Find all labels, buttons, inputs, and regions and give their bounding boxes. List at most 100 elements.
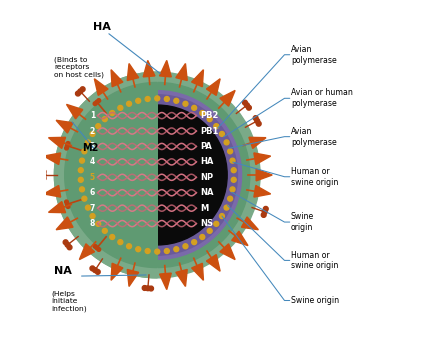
Polygon shape [160, 273, 171, 289]
Circle shape [118, 105, 123, 110]
Circle shape [246, 105, 251, 110]
Circle shape [255, 119, 260, 123]
Text: 3: 3 [90, 142, 95, 151]
Circle shape [174, 247, 179, 252]
Circle shape [227, 196, 233, 201]
Text: HA: HA [93, 22, 110, 32]
Polygon shape [79, 244, 95, 260]
Polygon shape [256, 169, 272, 181]
Polygon shape [55, 72, 157, 278]
Polygon shape [127, 64, 139, 80]
Circle shape [41, 173, 46, 177]
Text: NS: NS [201, 219, 213, 228]
Polygon shape [56, 217, 73, 230]
Circle shape [65, 243, 70, 247]
Circle shape [224, 140, 229, 145]
Circle shape [66, 141, 70, 145]
Circle shape [207, 229, 212, 233]
Circle shape [136, 98, 141, 103]
Text: PB1: PB1 [201, 127, 219, 135]
Text: PB2: PB2 [201, 111, 219, 120]
Circle shape [41, 169, 46, 174]
Polygon shape [220, 90, 235, 106]
Circle shape [76, 91, 81, 96]
Circle shape [220, 132, 224, 136]
Polygon shape [66, 104, 83, 119]
Text: 2: 2 [90, 127, 95, 135]
Circle shape [110, 234, 115, 239]
Circle shape [73, 91, 242, 259]
Circle shape [192, 240, 197, 245]
Circle shape [242, 100, 247, 105]
Polygon shape [160, 61, 171, 77]
Circle shape [85, 205, 90, 210]
Circle shape [127, 101, 132, 106]
Circle shape [174, 98, 179, 103]
Circle shape [95, 100, 99, 104]
Polygon shape [254, 186, 271, 197]
Polygon shape [206, 254, 220, 271]
Circle shape [67, 245, 72, 250]
Circle shape [142, 286, 147, 290]
Polygon shape [94, 79, 108, 96]
Text: M: M [201, 204, 209, 213]
Circle shape [183, 244, 188, 249]
Circle shape [224, 205, 229, 210]
Circle shape [90, 266, 95, 271]
Circle shape [82, 196, 87, 201]
Circle shape [165, 248, 169, 253]
Circle shape [95, 246, 99, 250]
Polygon shape [111, 70, 123, 87]
Circle shape [257, 121, 261, 126]
Text: 8: 8 [90, 219, 95, 228]
Circle shape [262, 210, 267, 214]
Text: NA: NA [201, 188, 214, 197]
Circle shape [63, 240, 68, 245]
Text: Swine
origin: Swine origin [291, 212, 314, 232]
Circle shape [231, 168, 236, 173]
Circle shape [264, 206, 268, 211]
Polygon shape [176, 64, 187, 80]
Circle shape [65, 83, 250, 267]
Circle shape [55, 72, 260, 278]
Circle shape [96, 221, 101, 226]
Text: PA: PA [201, 142, 213, 151]
Circle shape [80, 187, 84, 192]
Text: 1: 1 [90, 111, 95, 120]
Polygon shape [191, 263, 203, 280]
Circle shape [97, 99, 101, 103]
Circle shape [78, 89, 83, 94]
Circle shape [80, 87, 85, 92]
Circle shape [165, 97, 169, 102]
Circle shape [93, 245, 97, 248]
Polygon shape [143, 61, 155, 77]
Polygon shape [127, 270, 139, 286]
Polygon shape [242, 217, 258, 230]
Circle shape [149, 286, 154, 291]
Circle shape [82, 149, 87, 154]
Circle shape [65, 200, 68, 204]
Circle shape [78, 168, 83, 173]
Text: 4: 4 [90, 158, 95, 166]
Circle shape [230, 158, 235, 163]
Circle shape [103, 117, 107, 121]
Polygon shape [56, 120, 73, 133]
Circle shape [80, 158, 84, 163]
Circle shape [65, 146, 68, 150]
Polygon shape [48, 137, 66, 148]
Text: HA: HA [201, 158, 214, 166]
Circle shape [118, 240, 123, 245]
Circle shape [77, 95, 238, 255]
Circle shape [231, 177, 236, 182]
Circle shape [110, 111, 115, 116]
Circle shape [155, 249, 160, 254]
Circle shape [145, 97, 150, 102]
Circle shape [200, 111, 205, 116]
Circle shape [95, 270, 100, 274]
Circle shape [93, 268, 98, 273]
Text: Human or
swine origin: Human or swine origin [291, 167, 338, 187]
Polygon shape [44, 186, 61, 197]
Text: Avian
polymerase: Avian polymerase [291, 45, 337, 65]
Circle shape [85, 140, 90, 145]
Polygon shape [254, 153, 271, 164]
